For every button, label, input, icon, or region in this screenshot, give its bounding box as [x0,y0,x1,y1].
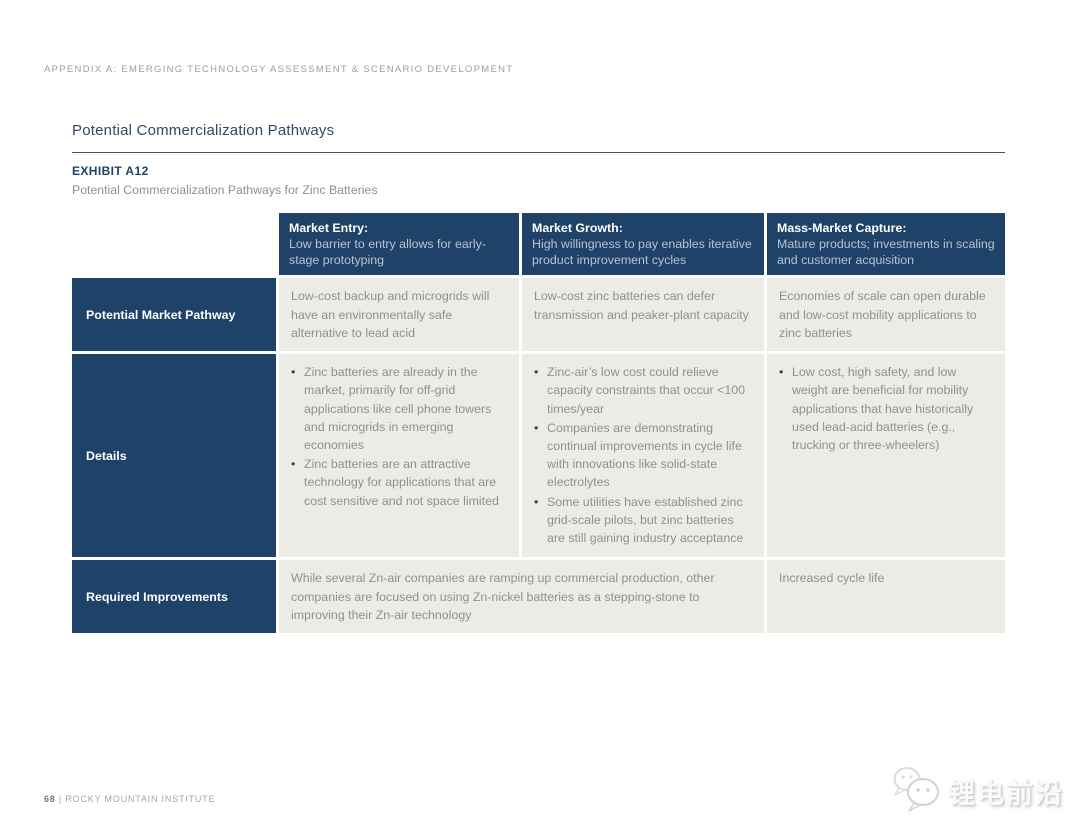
improvements-cell-entry-growth: While several Zn-air companies are rampi… [279,560,764,634]
pathway-cell-mass-market-capture: Economies of scale can open durable and … [767,278,1005,352]
pathway-cell-market-entry: Low-cost backup and microgrids will have… [279,278,519,352]
column-header-market-entry: Market Entry: Low barrier to entry allow… [279,213,519,276]
details-cell-mass-market-capture: Low cost, high safety, and low weight ar… [767,354,1005,558]
exhibit-label: EXHIBIT A12 [72,164,149,178]
improvements-cell-mass-market-capture: Increased cycle life [767,560,1005,634]
column-header-description: Low barrier to entry allows for early-st… [289,237,486,268]
detail-bullet-item: Zinc batteries are already in the market… [291,363,507,454]
page-footer: 68 | ROCKY MOUNTAIN INSTITUTE [44,794,215,804]
detail-bullet-item: Zinc batteries are an attractive technol… [291,455,507,510]
detail-bullet-item: Zinc-air’s low cost could relieve capaci… [534,363,752,418]
row-header-potential-market-pathway: Potential Market Pathway [72,278,276,352]
footer-org-name: ROCKY MOUNTAIN INSTITUTE [65,794,216,804]
column-header-title: Market Entry: [289,221,369,235]
details-cell-market-entry: Zinc batteries are already in the market… [279,354,519,558]
detail-bullet-item: Companies are demonstrating continual im… [534,419,752,492]
details-list: Zinc-air’s low cost could relieve capaci… [534,363,752,547]
column-header-mass-market-capture: Mass-Market Capture: Mature products; in… [767,213,1005,276]
exhibit-subtitle: Potential Commercialization Pathways for… [72,183,378,197]
column-header-title: Market Growth: [532,221,623,235]
page-title: Potential Commercialization Pathways [72,122,335,139]
watermark: 锂电前沿 [890,764,1064,819]
column-header-description: Mature products; investments in scaling … [777,237,995,268]
page-content: Potential Commercialization Pathways EXH… [72,122,1005,634]
watermark-text: 锂电前沿 [948,779,1064,809]
pathway-cell-market-growth: Low-cost zinc batteries can defer transm… [522,278,764,352]
wechat-icon [890,764,944,819]
column-header-title: Mass-Market Capture: [777,221,907,235]
row-header-details: Details [72,354,276,558]
column-header-market-growth: Market Growth: High willingness to pay e… [522,213,764,276]
footer-separator: | [55,794,66,804]
pathways-table: Market Entry: Low barrier to entry allow… [72,213,1005,634]
details-cell-market-growth: Zinc-air’s low cost could relieve capaci… [522,354,764,558]
title-rule [72,152,1005,153]
detail-bullet-item: Some utilities have established zinc gri… [534,493,752,548]
page-number: 68 [44,794,56,804]
table-corner-spacer [72,213,276,275]
details-list: Zinc batteries are already in the market… [291,363,507,510]
appendix-header: APPENDIX A: EMERGING TECHNOLOGY ASSESSME… [44,64,514,75]
row-header-required-improvements: Required Improvements [72,560,276,634]
column-header-description: High willingness to pay enables iterativ… [532,237,752,268]
details-list: Low cost, high safety, and low weight ar… [779,363,993,454]
detail-bullet-item: Low cost, high safety, and low weight ar… [779,363,993,454]
